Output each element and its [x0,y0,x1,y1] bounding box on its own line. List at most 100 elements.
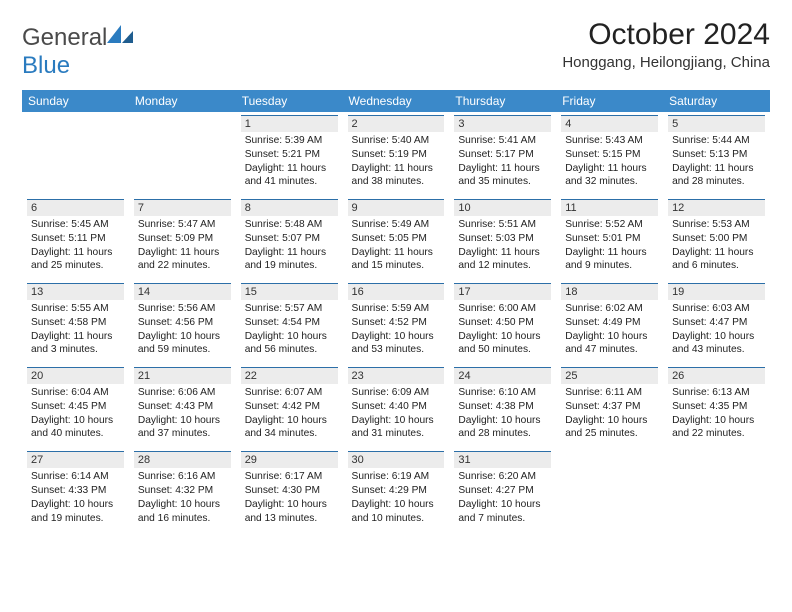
sunrise-line: Sunrise: 5:44 AM [672,134,761,148]
day-number: 27 [27,451,124,468]
day-number: 21 [134,367,231,384]
day-info: Sunrise: 5:57 AMSunset: 4:54 PMDaylight:… [241,300,338,357]
sunrise-line: Sunrise: 6:16 AM [138,470,227,484]
calendar-cell: 13Sunrise: 5:55 AMSunset: 4:58 PMDayligh… [22,280,129,364]
daylight-line: Daylight: 11 hours and 32 minutes. [565,162,654,190]
sunset-line: Sunset: 5:19 PM [352,148,441,162]
sunset-line: Sunset: 5:01 PM [565,232,654,246]
day-info: Sunrise: 5:49 AMSunset: 5:05 PMDaylight:… [348,216,445,273]
calendar-cell: 7Sunrise: 5:47 AMSunset: 5:09 PMDaylight… [129,196,236,280]
daylight-line: Daylight: 10 hours and 31 minutes. [352,414,441,442]
daylight-line: Daylight: 11 hours and 15 minutes. [352,246,441,274]
logo-word-1: General [22,24,107,51]
daylight-line: Daylight: 10 hours and 19 minutes. [31,498,120,526]
sunset-line: Sunset: 4:47 PM [672,316,761,330]
day-number: 9 [348,199,445,216]
day-number: 4 [561,115,658,132]
calendar-cell: 5Sunrise: 5:44 AMSunset: 5:13 PMDaylight… [663,112,770,196]
sunrise-line: Sunrise: 6:10 AM [458,386,547,400]
calendar-cell: 21Sunrise: 6:06 AMSunset: 4:43 PMDayligh… [129,364,236,448]
sunset-line: Sunset: 5:21 PM [245,148,334,162]
sunset-line: Sunset: 5:00 PM [672,232,761,246]
day-number: 8 [241,199,338,216]
day-info: Sunrise: 5:53 AMSunset: 5:00 PMDaylight:… [668,216,765,273]
sunset-line: Sunset: 4:45 PM [31,400,120,414]
daylight-line: Daylight: 10 hours and 28 minutes. [458,414,547,442]
day-info: Sunrise: 5:48 AMSunset: 5:07 PMDaylight:… [241,216,338,273]
sunrise-line: Sunrise: 6:09 AM [352,386,441,400]
daylight-line: Daylight: 11 hours and 22 minutes. [138,246,227,274]
calendar-row: 6Sunrise: 5:45 AMSunset: 5:11 PMDaylight… [22,196,770,280]
day-number: 23 [348,367,445,384]
daylight-line: Daylight: 11 hours and 25 minutes. [31,246,120,274]
daylight-line: Daylight: 11 hours and 3 minutes. [31,330,120,358]
calendar-cell: 1Sunrise: 5:39 AMSunset: 5:21 PMDaylight… [236,112,343,196]
sunset-line: Sunset: 4:42 PM [245,400,334,414]
sunrise-line: Sunrise: 5:55 AM [31,302,120,316]
sunrise-line: Sunrise: 5:49 AM [352,218,441,232]
daylight-line: Daylight: 11 hours and 35 minutes. [458,162,547,190]
daylight-line: Daylight: 10 hours and 59 minutes. [138,330,227,358]
daylight-line: Daylight: 11 hours and 12 minutes. [458,246,547,274]
day-number: 15 [241,283,338,300]
sunrise-line: Sunrise: 6:03 AM [672,302,761,316]
sunset-line: Sunset: 5:03 PM [458,232,547,246]
calendar-cell: 9Sunrise: 5:49 AMSunset: 5:05 PMDaylight… [343,196,450,280]
month-title: October 2024 [562,18,770,52]
calendar-cell: 22Sunrise: 6:07 AMSunset: 4:42 PMDayligh… [236,364,343,448]
sunrise-line: Sunrise: 5:52 AM [565,218,654,232]
weekday-header: Monday [129,90,236,112]
sunrise-line: Sunrise: 6:02 AM [565,302,654,316]
sunrise-line: Sunrise: 5:40 AM [352,134,441,148]
day-info: Sunrise: 5:45 AMSunset: 5:11 PMDaylight:… [27,216,124,273]
sunrise-line: Sunrise: 5:56 AM [138,302,227,316]
title-block: October 2024 Honggang, Heilongjiang, Chi… [562,18,770,71]
weekday-header: Wednesday [343,90,450,112]
day-info: Sunrise: 6:14 AMSunset: 4:33 PMDaylight:… [27,468,124,525]
calendar-cell: 29Sunrise: 6:17 AMSunset: 4:30 PMDayligh… [236,448,343,532]
calendar-cell: 16Sunrise: 5:59 AMSunset: 4:52 PMDayligh… [343,280,450,364]
day-info: Sunrise: 6:13 AMSunset: 4:35 PMDaylight:… [668,384,765,441]
sunset-line: Sunset: 4:32 PM [138,484,227,498]
sunrise-line: Sunrise: 6:07 AM [245,386,334,400]
sunset-line: Sunset: 4:49 PM [565,316,654,330]
day-info: Sunrise: 5:40 AMSunset: 5:19 PMDaylight:… [348,132,445,189]
sunset-line: Sunset: 4:52 PM [352,316,441,330]
day-info: Sunrise: 6:17 AMSunset: 4:30 PMDaylight:… [241,468,338,525]
sunrise-line: Sunrise: 6:13 AM [672,386,761,400]
daylight-line: Daylight: 10 hours and 13 minutes. [245,498,334,526]
sunrise-line: Sunrise: 6:19 AM [352,470,441,484]
calendar-cell: 0. [129,112,236,196]
day-info: Sunrise: 6:03 AMSunset: 4:47 PMDaylight:… [668,300,765,357]
daylight-line: Daylight: 10 hours and 10 minutes. [352,498,441,526]
calendar-cell: 27Sunrise: 6:14 AMSunset: 4:33 PMDayligh… [22,448,129,532]
sunset-line: Sunset: 5:07 PM [245,232,334,246]
sunrise-line: Sunrise: 6:06 AM [138,386,227,400]
weekday-header: Sunday [22,90,129,112]
daylight-line: Daylight: 10 hours and 37 minutes. [138,414,227,442]
sunset-line: Sunset: 5:15 PM [565,148,654,162]
day-number: 13 [27,283,124,300]
day-info: Sunrise: 6:09 AMSunset: 4:40 PMDaylight:… [348,384,445,441]
day-info: Sunrise: 6:04 AMSunset: 4:45 PMDaylight:… [27,384,124,441]
daylight-line: Daylight: 11 hours and 28 minutes. [672,162,761,190]
sunrise-line: Sunrise: 5:51 AM [458,218,547,232]
sunrise-line: Sunrise: 6:17 AM [245,470,334,484]
day-number: 26 [668,367,765,384]
day-info: Sunrise: 6:10 AMSunset: 4:38 PMDaylight:… [454,384,551,441]
calendar-cell: 10Sunrise: 5:51 AMSunset: 5:03 PMDayligh… [449,196,556,280]
sunset-line: Sunset: 4:33 PM [31,484,120,498]
sunrise-line: Sunrise: 6:11 AM [565,386,654,400]
calendar-body: 0.0.1Sunrise: 5:39 AMSunset: 5:21 PMDayl… [22,112,770,532]
sunset-line: Sunset: 4:37 PM [565,400,654,414]
day-info: Sunrise: 5:52 AMSunset: 5:01 PMDaylight:… [561,216,658,273]
day-info: Sunrise: 6:00 AMSunset: 4:50 PMDaylight:… [454,300,551,357]
daylight-line: Daylight: 11 hours and 6 minutes. [672,246,761,274]
calendar-cell: 0. [22,112,129,196]
sunrise-line: Sunrise: 5:57 AM [245,302,334,316]
daylight-line: Daylight: 11 hours and 19 minutes. [245,246,334,274]
daylight-line: Daylight: 10 hours and 16 minutes. [138,498,227,526]
day-number: 11 [561,199,658,216]
calendar-cell: 12Sunrise: 5:53 AMSunset: 5:00 PMDayligh… [663,196,770,280]
day-number: 19 [668,283,765,300]
